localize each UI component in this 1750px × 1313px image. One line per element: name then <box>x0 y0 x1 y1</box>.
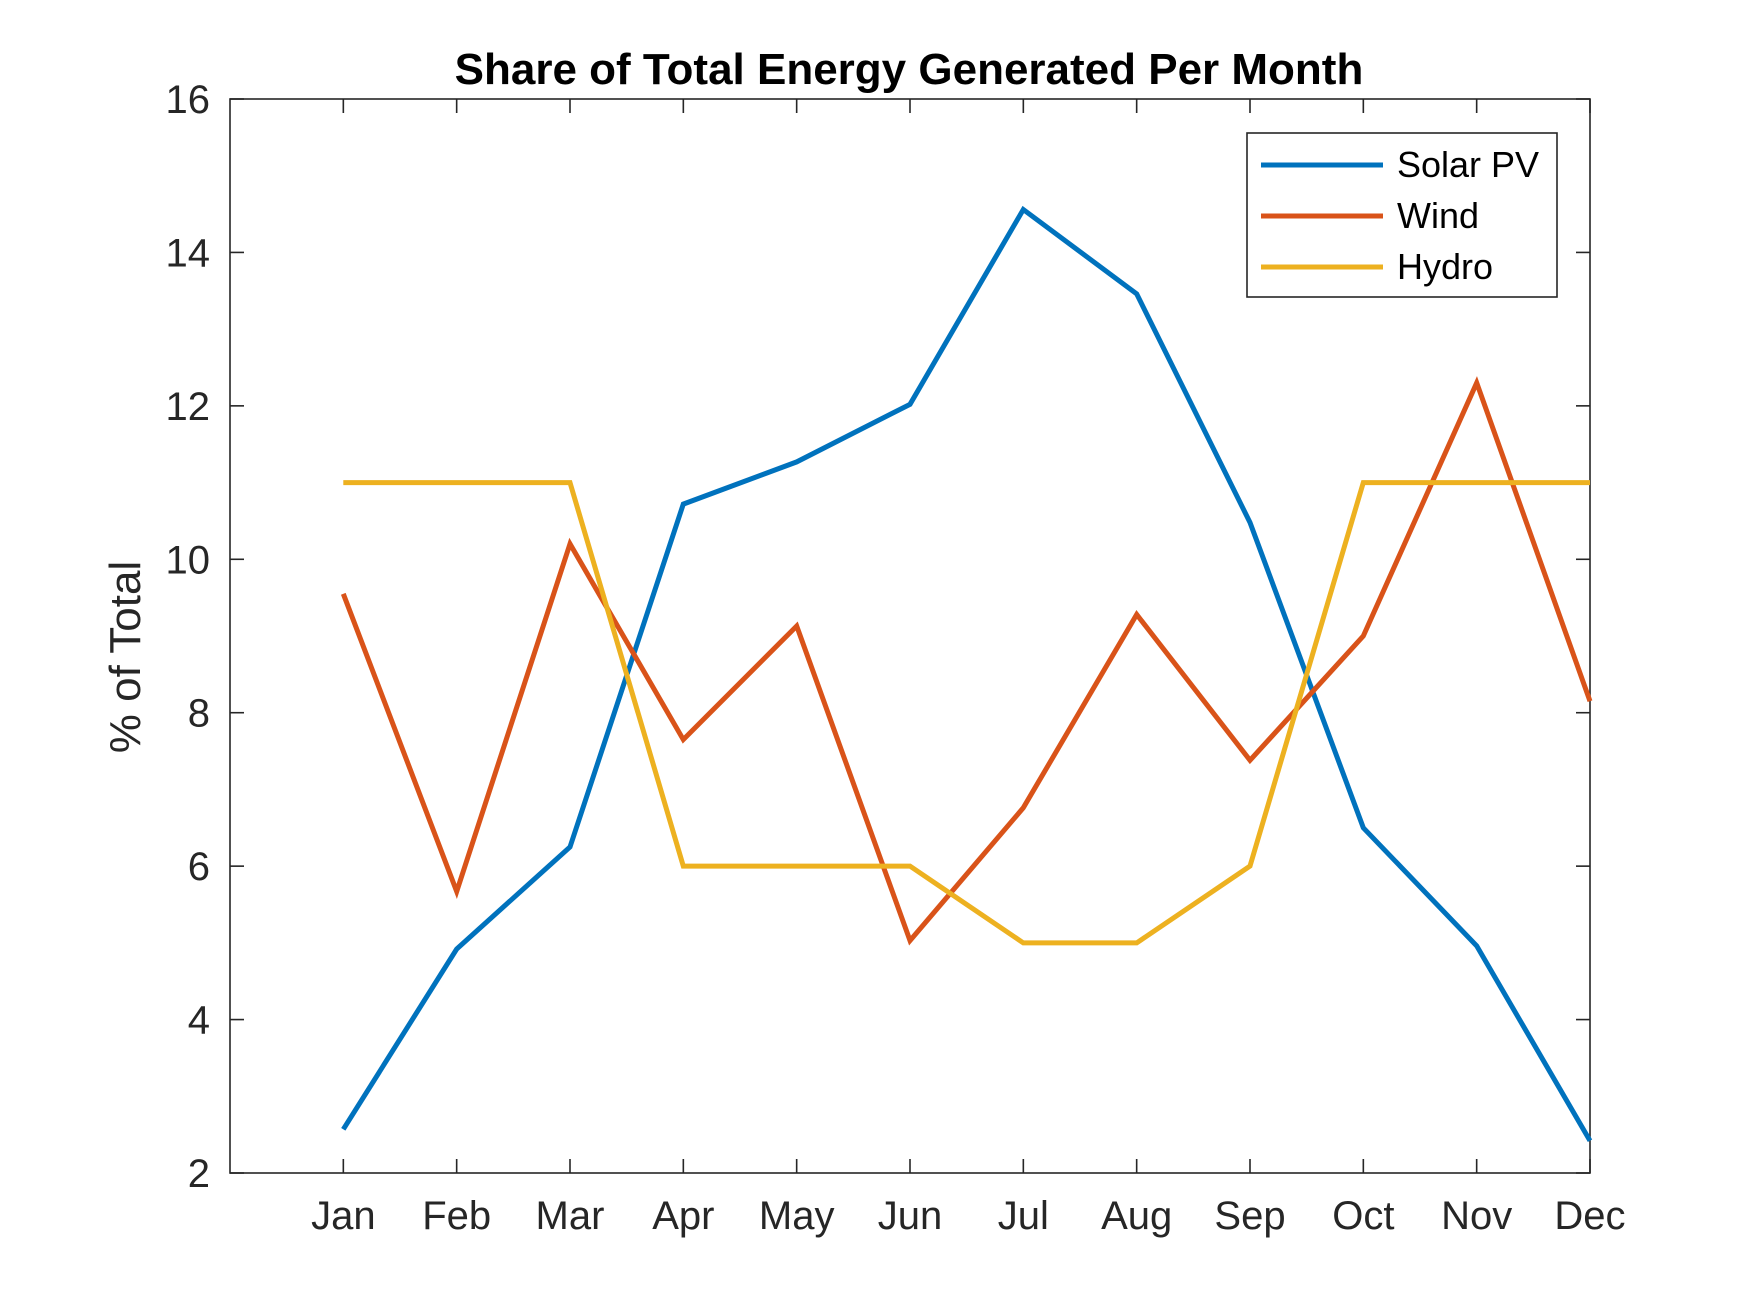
x-tick-label: Nov <box>1441 1194 1512 1238</box>
x-tick-label: Jun <box>878 1194 943 1238</box>
y-tick-label: 4 <box>188 999 210 1043</box>
x-tick-label: Jan <box>311 1194 376 1238</box>
x-tick-label: Apr <box>652 1194 714 1238</box>
y-tick-label: 8 <box>188 692 210 736</box>
series-line-wind <box>340 376 1593 946</box>
series-lines <box>340 205 1593 1143</box>
legend: Solar PV Wind Hydro <box>1246 132 1558 298</box>
x-tick-label: May <box>759 1194 835 1238</box>
x-tick-label: Feb <box>422 1194 491 1238</box>
y-axis-label: % of Total <box>101 561 150 753</box>
y-tick-label: 6 <box>188 845 210 889</box>
x-tick-label: Oct <box>1332 1194 1394 1238</box>
y-tick-label: 16 <box>166 78 211 122</box>
y-tick-label: 2 <box>188 1152 210 1196</box>
y-tick-label: 10 <box>166 538 211 582</box>
legend-label: Hydro <box>1397 246 1493 287</box>
x-tick-label: Dec <box>1554 1194 1625 1238</box>
x-tick-label: Aug <box>1101 1194 1172 1238</box>
x-tick-label: Jul <box>998 1194 1049 1238</box>
legend-label: Solar PV <box>1397 144 1539 185</box>
y-tick-label: 12 <box>166 385 211 429</box>
series-line-hydro <box>343 480 1590 946</box>
chart-title: Share of Total Energy Generated Per Mont… <box>455 45 1364 94</box>
axes: 2 4 6 8 10 12 14 16 Jan Feb Mar Apr May Jun Jul Aug Sep O… <box>166 78 1626 1238</box>
x-tick-label: Mar <box>536 1194 605 1238</box>
y-tick-label: 14 <box>166 231 211 275</box>
x-tick-label: Sep <box>1214 1194 1285 1238</box>
series-line-solar-pv <box>341 205 1593 1143</box>
legend-label: Wind <box>1397 195 1479 236</box>
